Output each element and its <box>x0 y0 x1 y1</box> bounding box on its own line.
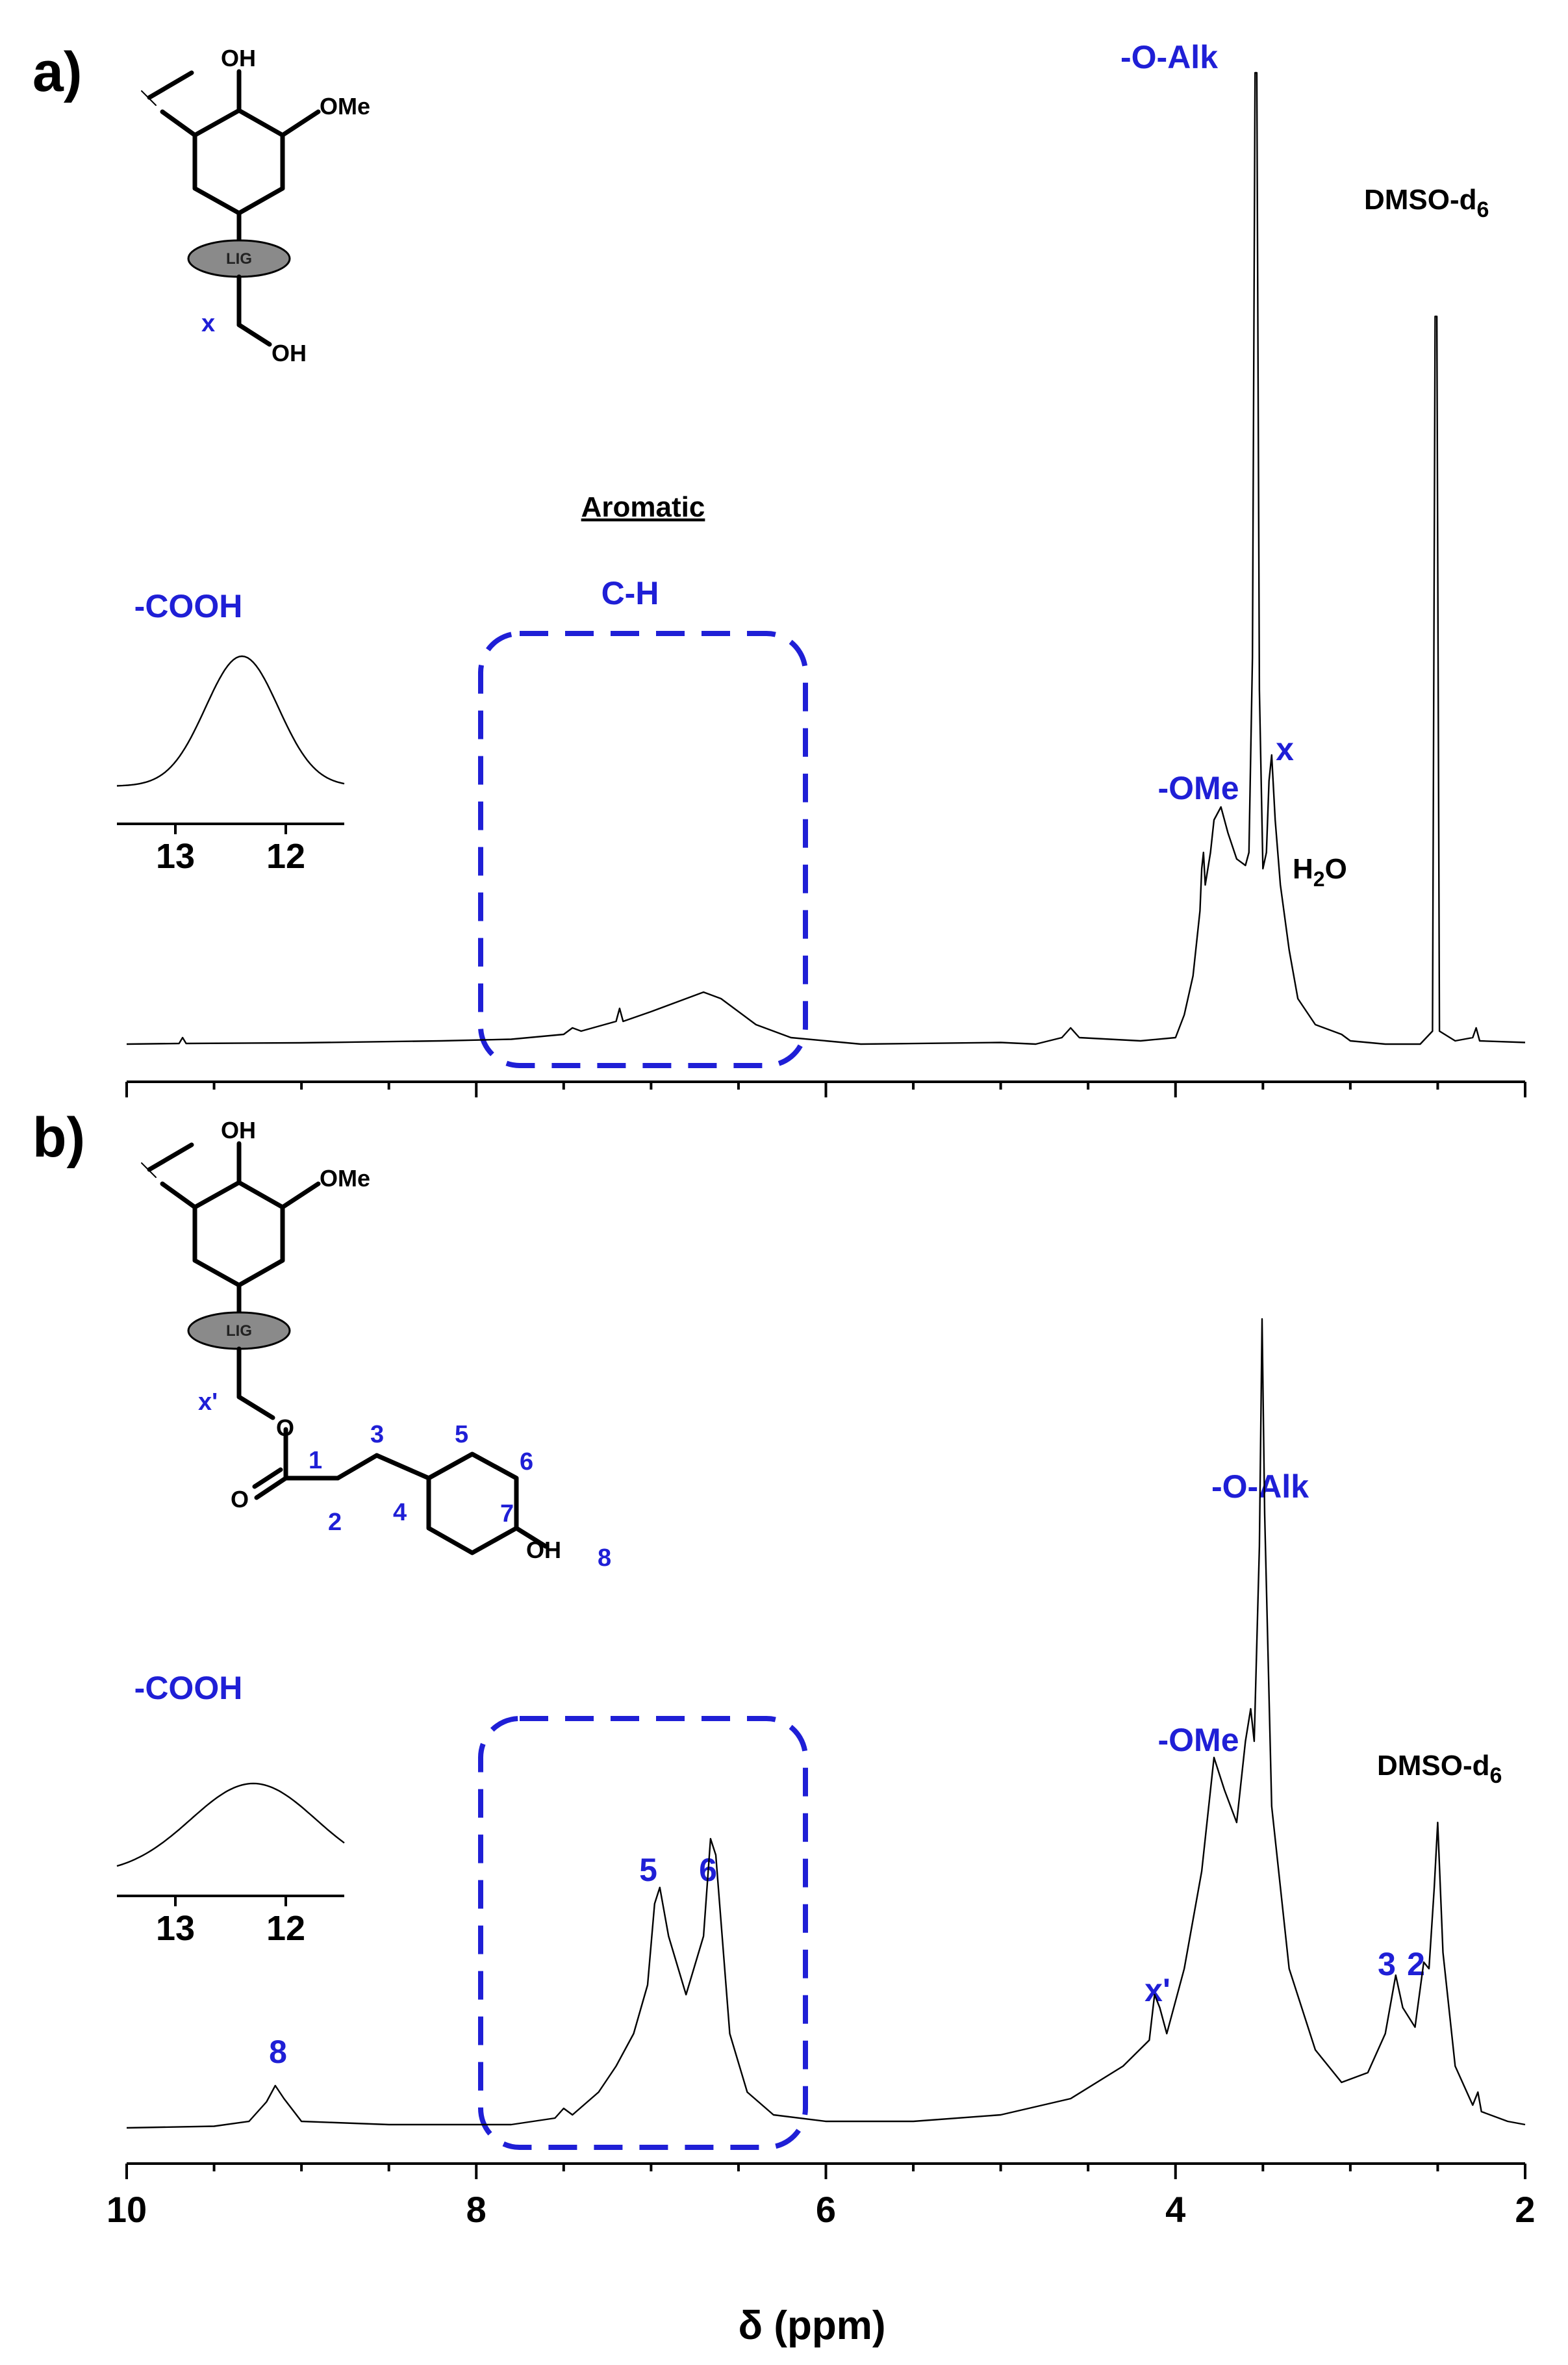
num-6: 6 <box>520 1448 533 1476</box>
inset-cooh-label-a: -COOH <box>134 588 243 624</box>
bond <box>160 109 197 138</box>
inset-tick-label-13: 13 <box>156 1909 195 1948</box>
lig-label-b: LIG <box>226 1322 252 1340</box>
inset-tick-label-12: 12 <box>266 837 305 876</box>
panel-b: b) LIG OH OMe x' O O <box>32 1106 1536 2348</box>
panel-label-a: a) <box>32 41 82 103</box>
bond <box>160 1181 197 1210</box>
ome-label-a: OMe <box>320 93 370 120</box>
bond <box>280 1181 321 1210</box>
ester-o-label: O <box>276 1414 294 1441</box>
bond <box>252 1467 283 1489</box>
bond <box>514 1526 548 1549</box>
inset-tick-label-13: 13 <box>156 837 195 876</box>
num-7: 7 <box>500 1500 514 1528</box>
water-label: H2O <box>1293 853 1347 891</box>
aromatic-ring-b <box>192 1180 285 1288</box>
wavy-bond <box>141 1162 157 1178</box>
aromatic-label: Aromatic <box>581 491 705 523</box>
ome-label-b: -OMe <box>1158 1722 1239 1758</box>
ome-label-b: OMe <box>320 1165 370 1192</box>
bond <box>280 109 321 138</box>
bond <box>335 1453 379 1481</box>
carbonyl-o-label: O <box>231 1486 249 1513</box>
oh-label-a: OH <box>221 45 256 71</box>
wavy-bond <box>141 90 157 106</box>
x-tick-label: 4 <box>1165 2189 1185 2230</box>
aromatic-ring-a <box>192 108 285 216</box>
num-3: 3 <box>370 1421 384 1448</box>
dmso-label-b: DMSO-d6 <box>1377 1750 1502 1788</box>
spectrum-line-b <box>126 1318 1526 2129</box>
bond <box>147 70 194 100</box>
x-peak-label: x <box>1276 731 1294 767</box>
num-1: 1 <box>309 1447 322 1474</box>
panel-a: a) LIG OH OMe x OH -COOH 13 <box>32 39 1526 1097</box>
bond <box>254 1476 288 1500</box>
x-tick-label: 2 <box>1515 2189 1535 2230</box>
num-5: 5 <box>455 1421 468 1448</box>
spectrum-line-a <box>126 71 1526 1045</box>
inset-tick-label-12: 12 <box>266 1909 305 1948</box>
bond <box>236 322 272 347</box>
oh-end-label-b: OH <box>526 1537 561 1563</box>
bond <box>236 1394 275 1420</box>
num-4: 4 <box>393 1499 407 1526</box>
ome-label-a: -OMe <box>1158 770 1239 806</box>
bond <box>374 1453 431 1481</box>
num-2: 2 <box>328 1509 342 1536</box>
inset-spectrum-b <box>116 1782 345 1867</box>
structure-b: LIG OH OMe x' O O 1 2 3 4 5 6 7 OH 8 <box>141 1117 611 1572</box>
bond <box>147 1142 194 1172</box>
inset-spectrum-a <box>116 655 345 787</box>
structure-a: LIG OH OMe x OH <box>141 45 370 366</box>
x-tick-label: 8 <box>466 2189 487 2230</box>
x-axis-title: δ (ppm) <box>739 2303 886 2348</box>
xprime-label-b: x' <box>198 1388 218 1416</box>
aromatic-region-box-b <box>478 1716 808 2150</box>
aromatic-region-box-a <box>478 631 808 1068</box>
peak-label-8: 8 <box>269 2034 287 2070</box>
inset-cooh-label-b: -COOH <box>134 1670 243 1706</box>
x-tick-label: 6 <box>816 2189 836 2230</box>
oh-end-label-a: OH <box>272 340 307 366</box>
x-tick-label: 10 <box>107 2189 147 2230</box>
inset-a: -COOH 13 12 <box>116 588 345 876</box>
inset-b: -COOH 13 12 <box>116 1670 345 1948</box>
x-ticks-b: 10 8 6 4 2 <box>107 2164 1536 2230</box>
panel-label-b: b) <box>32 1106 85 1169</box>
dmso-label-a: DMSO-d6 <box>1364 184 1489 222</box>
ch-label: C-H <box>601 575 659 611</box>
x-ticks-a <box>125 1082 1526 1097</box>
oh-label-b: OH <box>221 1117 256 1144</box>
num-8: 8 <box>598 1544 611 1572</box>
o-alk-label-a: -O-Alk <box>1120 39 1218 75</box>
peak-label-3: 3 <box>1378 1946 1396 1982</box>
peak-label-5: 5 <box>639 1852 657 1888</box>
lig-label-a: LIG <box>226 250 252 268</box>
x-label-a: x <box>201 310 215 337</box>
